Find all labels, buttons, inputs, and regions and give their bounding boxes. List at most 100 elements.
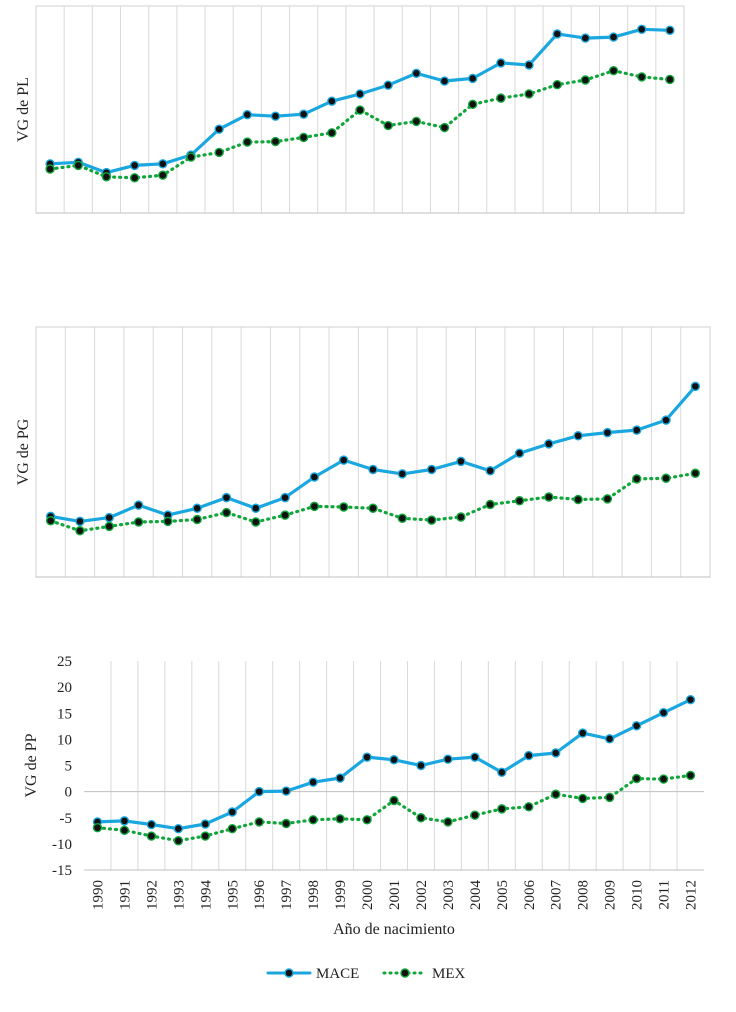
y-tick-label: 10 (57, 732, 72, 748)
y-tick-label: 15 (57, 706, 72, 722)
data-point (485, 499, 495, 510)
x-tick-label: 2000 (360, 880, 376, 910)
data-point (327, 128, 337, 138)
x-tick-label: 2004 (468, 880, 484, 911)
data-point (467, 73, 478, 84)
series-mace (92, 694, 696, 834)
legend-swatch-marker (400, 968, 410, 978)
data-point (443, 817, 453, 827)
data-point (45, 516, 56, 526)
data-point (200, 831, 211, 841)
data-point (485, 466, 495, 476)
data-point (133, 500, 144, 510)
data-point (552, 29, 562, 39)
data-point (637, 24, 647, 34)
data-point (604, 734, 615, 744)
data-point (281, 786, 291, 796)
data-point (496, 93, 506, 103)
data-point (227, 807, 237, 817)
data-point (173, 824, 184, 834)
data-point (389, 795, 399, 806)
data-point (608, 65, 619, 76)
data-point (439, 122, 450, 133)
y-tick-label: 20 (57, 680, 72, 696)
x-tick-label: 2003 (441, 880, 457, 910)
data-point (632, 425, 642, 435)
legend-label: MEX (432, 966, 466, 982)
y-axis-title: VG de PP (23, 733, 40, 797)
data-point (544, 439, 554, 449)
data-point (497, 804, 507, 814)
data-point (426, 464, 437, 475)
data-point (101, 172, 112, 182)
x-tick-label: 1994 (198, 880, 214, 911)
data-point (146, 831, 157, 841)
data-point (298, 132, 309, 143)
legend-item-mex: MEX (382, 966, 466, 982)
data-point (242, 109, 253, 120)
data-point (338, 455, 349, 465)
data-point (129, 173, 140, 183)
data-point (439, 76, 450, 86)
data-point (470, 752, 480, 762)
y-tick-label: -15 (52, 863, 72, 879)
data-point (298, 109, 309, 119)
data-point (658, 774, 669, 784)
data-point (309, 501, 320, 512)
x-tick-label: 2010 (630, 880, 646, 910)
data-point (497, 767, 507, 777)
data-point (604, 792, 615, 803)
data-point (573, 494, 583, 505)
series-mace (45, 24, 675, 178)
x-tick-label: 2005 (495, 880, 511, 910)
y-axis-title: VG de PG (15, 418, 32, 485)
data-point (335, 773, 345, 783)
data-point (280, 492, 290, 503)
data-point (456, 456, 466, 467)
data-point (192, 503, 202, 513)
series-line-mex (95, 773, 693, 843)
data-point (186, 152, 196, 162)
data-point (355, 89, 365, 99)
data-point (632, 474, 642, 484)
data-point (192, 514, 202, 525)
data-point (514, 448, 525, 458)
data-point (158, 159, 168, 169)
data-point (524, 89, 534, 99)
data-point (524, 750, 534, 761)
legend-item-mace: MACE (266, 966, 359, 982)
data-point (631, 721, 642, 731)
data-point (416, 760, 426, 771)
data-point (580, 33, 591, 43)
legend-label: MACE (316, 966, 359, 982)
data-point (551, 748, 561, 758)
y-tick-label: -10 (52, 837, 72, 853)
data-point (608, 32, 619, 42)
data-point (309, 472, 320, 482)
series-line-mex (48, 69, 672, 180)
data-point (129, 160, 140, 171)
x-tick-label: 1993 (171, 880, 187, 910)
data-point (158, 170, 168, 180)
legend-swatch-marker (284, 968, 294, 978)
series-line-mex (49, 471, 697, 533)
data-point (368, 503, 378, 513)
data-point (416, 813, 426, 823)
x-tick-label: 2008 (576, 880, 592, 910)
data-point (75, 526, 85, 536)
data-point (544, 492, 554, 502)
data-point (514, 496, 525, 506)
data-point (411, 68, 422, 78)
data-point (355, 105, 365, 115)
data-point (104, 512, 114, 523)
data-point (685, 694, 696, 705)
data-point (456, 512, 466, 522)
x-tick-label: 1992 (144, 880, 160, 910)
data-point (602, 427, 613, 438)
data-point (242, 137, 253, 147)
data-point (133, 517, 144, 527)
x-tick-label: 2006 (522, 880, 538, 911)
x-tick-label: 2002 (414, 880, 430, 910)
data-point (496, 58, 506, 68)
